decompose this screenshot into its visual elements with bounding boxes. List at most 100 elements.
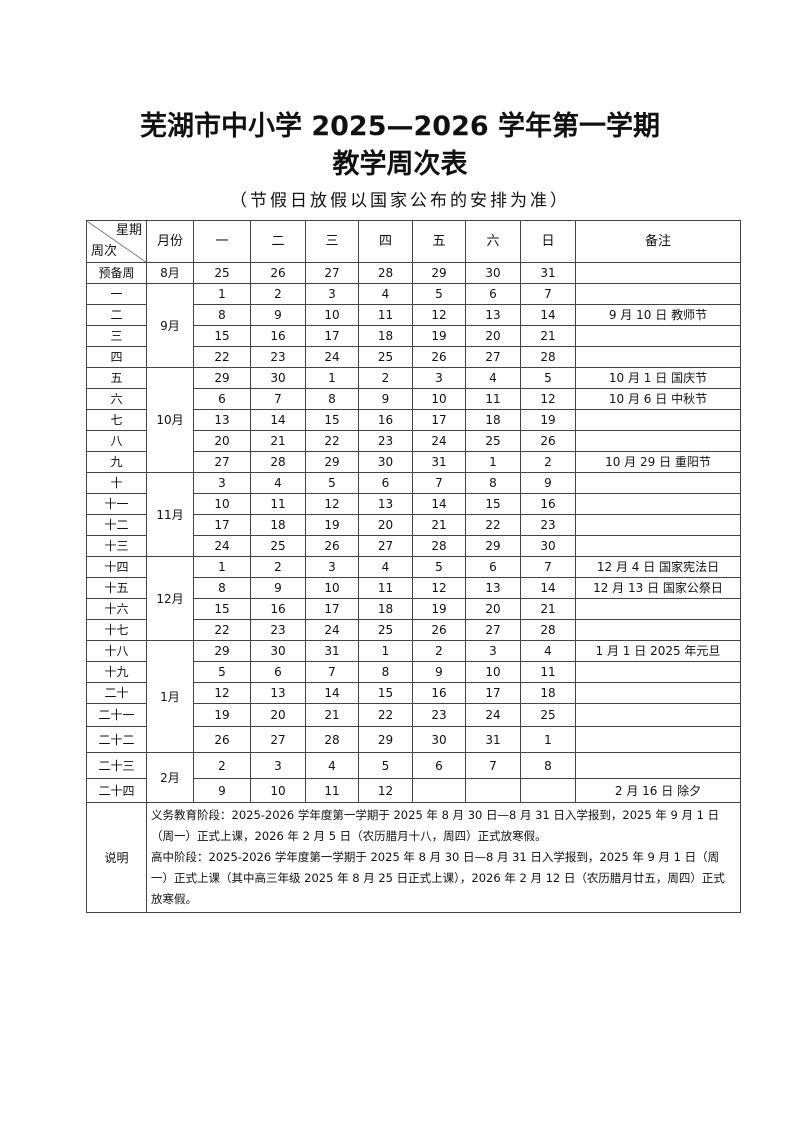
date-cell: 10: [465, 661, 521, 683]
date-cell: 6: [465, 556, 521, 578]
date-cell: 1: [305, 367, 359, 389]
date-cell: 30: [358, 451, 413, 473]
date-cell: 16: [250, 598, 306, 620]
week-row: 三 15 16 17 18 19 20 21: [86, 325, 741, 347]
week-row: 二十四 9 10 11 12 2 月 16 日 除夕: [86, 778, 741, 803]
date-cell: 25: [193, 262, 251, 284]
week-number: 十六: [86, 598, 147, 620]
date-cell: 21: [250, 430, 306, 452]
date-cell: 7: [520, 283, 576, 305]
date-cell: 10: [412, 388, 466, 410]
date-cell: 30: [465, 262, 521, 284]
date-cell: 8: [520, 752, 576, 779]
explanation-paragraph: 高中阶段：2025-2026 学年度第一学期于 2025 年 8 月 30 日—…: [151, 850, 725, 906]
week-row: 十八 1月 29 30 31 1 2 3 4 1 月 1 日 2025 年元旦: [86, 640, 741, 753]
date-cell: 21: [412, 514, 466, 536]
date-cell: 26: [412, 346, 466, 368]
date-cell: 4: [465, 367, 521, 389]
date-cell: 20: [193, 430, 251, 452]
week-row: 二 8 9 10 11 12 13 14 9 月 10 日 教师节: [86, 304, 741, 326]
date-cell: 29: [465, 535, 521, 557]
day-header: 日: [520, 220, 576, 263]
remark-cell: [575, 661, 741, 683]
date-cell: 4: [358, 283, 413, 305]
date-cell: 13: [465, 577, 521, 599]
date-cell: 6: [412, 752, 466, 779]
day-header: 四: [358, 220, 413, 263]
month-cell: 1月: [146, 640, 194, 753]
date-cell: 25: [520, 703, 576, 727]
document-title: 芜湖市中小学 2025—2026 学年第一学期: [139, 111, 661, 142]
date-cell: 23: [412, 703, 466, 727]
date-cell: 6: [250, 661, 306, 683]
header-row: 星期 周次 月份 一 二 三 四 五 六 日 备注: [86, 220, 741, 263]
date-cell: 24: [305, 346, 359, 368]
date-cell: 18: [358, 325, 413, 347]
date-cell: 3: [193, 472, 251, 494]
date-cell: 10: [250, 778, 306, 803]
date-cell: 17: [305, 325, 359, 347]
date-cell: 23: [250, 346, 306, 368]
date-cell: 26: [412, 619, 466, 641]
week-number: 五: [86, 367, 147, 389]
date-cell: 2: [250, 283, 306, 305]
date-cell: 25: [358, 619, 413, 641]
day-header: 三: [305, 220, 359, 263]
date-cell: 19: [520, 409, 576, 431]
date-cell: 2: [358, 367, 413, 389]
week-number: 二十四: [86, 778, 147, 803]
date-cell: 20: [358, 514, 413, 536]
date-cell: 9: [250, 304, 306, 326]
explanation-label: 说明: [86, 802, 147, 913]
week-number: 三: [86, 325, 147, 347]
week-row: 预备周 8月 25 26 27 28 29 30 31: [86, 262, 741, 284]
date-cell: 3: [465, 640, 521, 662]
remark-cell: [575, 703, 741, 727]
week-schedule-table: 星期 周次 月份 一 二 三 四 五 六 日 备注 预备周 8月 25 26 27 28 2…: [86, 220, 741, 913]
date-cell: 3: [412, 367, 466, 389]
date-cell: 11: [305, 778, 359, 803]
date-cell: 8: [305, 388, 359, 410]
week-number: 十七: [86, 619, 147, 641]
week-number: 二十: [86, 682, 147, 704]
date-cell: 5: [412, 556, 466, 578]
date-cell: 25: [358, 346, 413, 368]
date-cell: 21: [305, 703, 359, 727]
date-cell: 25: [250, 535, 306, 557]
date-cell: 6: [465, 283, 521, 305]
date-cell: 17: [412, 409, 466, 431]
week-number: 十二: [86, 514, 147, 536]
date-cell: 30: [412, 726, 466, 753]
remark-cell: [575, 283, 741, 305]
date-cell: 15: [193, 325, 251, 347]
date-cell: 11: [358, 577, 413, 599]
remark-cell: [575, 472, 741, 494]
week-number: 二十三: [86, 752, 147, 779]
remark-cell: [575, 682, 741, 704]
date-cell: 5: [412, 283, 466, 305]
month-cell: 9月: [146, 283, 194, 368]
remark-cell: 9 月 10 日 教师节: [575, 304, 741, 326]
date-cell: 30: [250, 367, 306, 389]
date-cell: 1: [193, 556, 251, 578]
date-cell: 27: [193, 451, 251, 473]
week-number: 七: [86, 409, 147, 431]
remark-cell: 1 月 1 日 2025 年元旦: [575, 640, 741, 662]
date-cell: 26: [520, 430, 576, 452]
week-row: 二十一 19 20 21 22 23 24 25: [86, 703, 741, 727]
remark-cell: [575, 325, 741, 347]
date-cell: 28: [412, 535, 466, 557]
week-row: 七 13 14 15 16 17 18 19: [86, 409, 741, 431]
week-row: 一 9月 1 2 3 4 5 6 7: [86, 283, 741, 368]
week-row: 十五 8 9 10 11 12 13 14 12 月 13 日 国家公祭日: [86, 577, 741, 599]
week-row: 四 22 23 24 25 26 27 28: [86, 346, 741, 368]
date-cell: 24: [305, 619, 359, 641]
remark-cell: [575, 409, 741, 431]
week-number: 十八: [86, 640, 147, 662]
date-cell: 5: [193, 661, 251, 683]
month-cell: 10月: [146, 367, 194, 473]
date-cell: 8: [358, 661, 413, 683]
date-cell: 29: [358, 726, 413, 753]
week-row: 二十三 2月 2 3 4 5 6 7 8: [86, 752, 741, 803]
date-cell: 26: [193, 726, 251, 753]
